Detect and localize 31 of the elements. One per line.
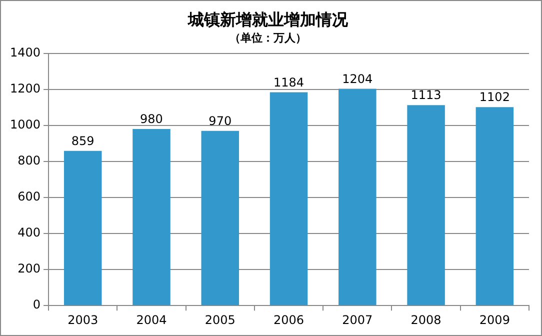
data-label: 1204 [342, 72, 373, 86]
bar [407, 105, 445, 306]
bar [270, 92, 308, 306]
y-tick-label: 800 [18, 154, 41, 168]
x-tick-label: 2005 [204, 312, 236, 327]
data-label: 1113 [410, 88, 442, 102]
y-tick-label: 400 [18, 226, 41, 240]
x-tick-label: 2008 [410, 312, 442, 327]
x-tick-label: 2009 [479, 312, 510, 327]
y-tick-label: 1200 [10, 82, 41, 96]
bar [64, 150, 102, 306]
chart-subtitle: （单位：万人） [230, 32, 306, 45]
bar [132, 129, 170, 306]
data-label: 980 [140, 112, 163, 126]
x-tick-label: 2006 [273, 312, 304, 327]
y-tick-label: 600 [18, 190, 41, 204]
data-label: 859 [71, 134, 94, 148]
y-tick-label: 0 [32, 298, 41, 312]
x-tick-label: 2003 [68, 312, 98, 327]
data-label: 1102 [479, 90, 510, 104]
bar [338, 88, 376, 306]
y-tick-label: 1000 [10, 118, 41, 132]
chart-title: 城镇新增就业增加情况 [187, 10, 349, 29]
data-label: 1184 [273, 75, 304, 90]
x-tick-label: 2004 [136, 312, 167, 327]
y-tick-label: 1400 [10, 46, 41, 60]
y-tick-label: 200 [18, 262, 41, 276]
bar [476, 107, 514, 306]
bar [201, 130, 240, 306]
data-label: 970 [208, 114, 232, 128]
x-tick-label: 2007 [342, 312, 373, 327]
